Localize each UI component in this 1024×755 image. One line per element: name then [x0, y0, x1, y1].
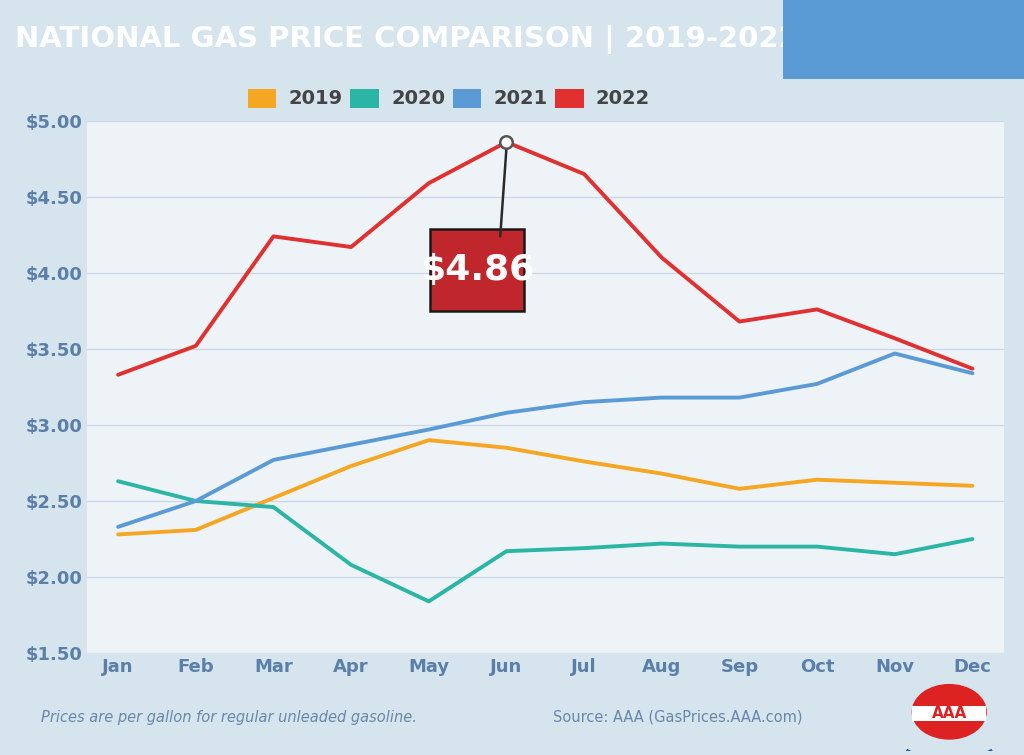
FancyBboxPatch shape	[453, 88, 481, 107]
Text: NATIONAL GAS PRICE COMPARISON | 2019-2022: NATIONAL GAS PRICE COMPARISON | 2019-202…	[15, 25, 799, 54]
Text: 2019: 2019	[289, 88, 343, 108]
Text: 2021: 2021	[494, 88, 548, 108]
Ellipse shape	[912, 685, 986, 739]
FancyBboxPatch shape	[248, 88, 276, 107]
Text: 2020: 2020	[391, 88, 445, 108]
Text: AAA: AAA	[932, 706, 967, 721]
FancyBboxPatch shape	[430, 229, 523, 311]
FancyBboxPatch shape	[555, 88, 584, 107]
FancyBboxPatch shape	[912, 707, 986, 721]
Text: $4.86: $4.86	[420, 253, 535, 287]
Text: Source: AAA (GasPrices.AAA.com): Source: AAA (GasPrices.AAA.com)	[553, 710, 803, 725]
Text: Prices are per gallon for regular unleaded gasoline.: Prices are per gallon for regular unlead…	[41, 710, 417, 725]
Text: 06/06/22: 06/06/22	[829, 25, 979, 54]
FancyBboxPatch shape	[350, 88, 379, 107]
FancyBboxPatch shape	[783, 0, 1024, 79]
Text: 2022: 2022	[596, 88, 650, 108]
